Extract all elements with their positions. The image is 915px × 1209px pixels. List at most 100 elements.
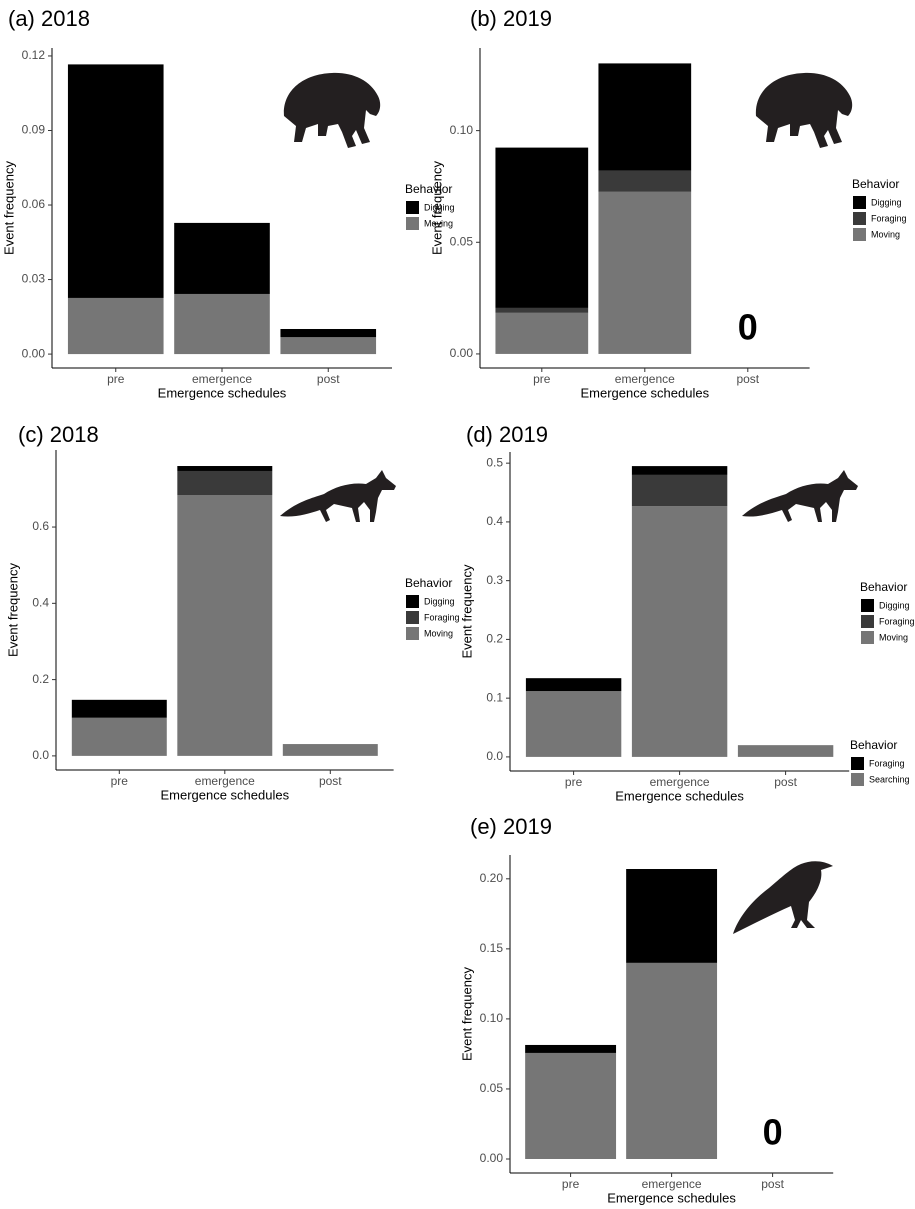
y-tick-label: 0.4 — [32, 595, 49, 609]
legend-key — [406, 611, 419, 624]
bar-segment — [72, 718, 167, 756]
y-tick-label: 0.05 — [480, 1081, 504, 1095]
y-tick-label: 0.2 — [486, 632, 503, 646]
y-tick-label: 0.4 — [486, 514, 503, 528]
x-axis-label: Emergence schedules — [580, 385, 709, 400]
annotation: 0 — [763, 1112, 783, 1153]
fox-icon — [742, 470, 858, 522]
y-tick-label: 0.12 — [22, 48, 46, 62]
y-tick-label: 0.05 — [450, 234, 474, 248]
bar-segment — [598, 171, 691, 192]
figure: (a) 20180.000.030.060.090.12preemergence… — [0, 0, 915, 1209]
bar-segment — [738, 745, 833, 757]
raven-icon — [733, 861, 833, 934]
x-tick-label: pre — [111, 774, 129, 788]
bar-segment — [632, 466, 727, 475]
x-tick-label: emergence — [195, 774, 255, 788]
panel-title: (a) 2018 — [8, 6, 90, 31]
bar-segment — [68, 298, 164, 354]
bar-segment — [280, 337, 376, 354]
x-axis-label: Emergence schedules — [607, 1190, 736, 1205]
x-tick-label: pre — [565, 775, 583, 789]
legend-key — [861, 615, 874, 628]
y-tick-label: 0.0 — [32, 748, 49, 762]
panel-title: (c) 2018 — [18, 422, 99, 447]
legend-label: Foraging — [424, 612, 460, 622]
y-tick-label: 0.2 — [32, 672, 49, 686]
legend-key — [853, 196, 866, 209]
y-axis-label: Event frequency — [429, 161, 444, 255]
legend-label: Moving — [879, 632, 908, 642]
bar-segment — [632, 475, 727, 506]
legend-label: Digging — [424, 596, 455, 606]
x-tick-label: pre — [107, 372, 125, 386]
x-axis-label: Emergence schedules — [615, 788, 744, 803]
x-tick-label: pre — [533, 372, 551, 386]
y-tick-label: 0.06 — [22, 197, 46, 211]
bar-segment — [177, 466, 272, 471]
y-tick-label: 0.0 — [486, 749, 503, 763]
y-tick-label: 0.00 — [480, 1151, 504, 1165]
bar-segment — [174, 223, 270, 294]
x-tick-label: emergence — [615, 372, 675, 386]
bar-segment — [495, 148, 588, 308]
legend-label: Moving — [424, 628, 453, 638]
bar-segment — [626, 869, 717, 963]
x-axis-label: Emergence schedules — [160, 787, 289, 802]
x-tick-label: pre — [562, 1177, 580, 1191]
bear-icon — [284, 73, 380, 148]
legend-key — [853, 212, 866, 225]
x-tick-label: emergence — [650, 775, 710, 789]
bar-segment — [495, 308, 588, 313]
y-tick-label: 0.6 — [32, 519, 49, 533]
bar-segment — [526, 691, 621, 757]
legend-label: Digging — [871, 197, 902, 207]
legend-key — [851, 757, 864, 770]
panel-title: (b) 2019 — [470, 6, 552, 31]
panel-title: (d) 2019 — [466, 422, 548, 447]
bar-segment — [177, 495, 272, 756]
legend-key — [853, 228, 866, 241]
y-tick-label: 0.10 — [450, 123, 474, 137]
fox-icon — [280, 470, 396, 522]
legend-key — [406, 627, 419, 640]
legend-key — [861, 631, 874, 644]
y-tick-label: 0.00 — [22, 346, 46, 360]
y-tick-label: 0.03 — [22, 272, 46, 286]
bar-segment — [68, 64, 164, 298]
panel-title: (e) 2019 — [470, 814, 552, 839]
bar-segment — [526, 678, 621, 691]
x-tick-label: emergence — [192, 372, 252, 386]
legend-title: Behavior — [405, 576, 452, 590]
x-tick-label: emergence — [642, 1177, 702, 1191]
legend-label: Foraging — [871, 213, 907, 223]
bar-segment — [598, 192, 691, 354]
bar-segment — [632, 506, 727, 757]
y-axis-label: Event frequency — [5, 563, 20, 657]
bar-segment — [495, 313, 588, 354]
bar-segment — [280, 329, 376, 337]
x-tick-label: post — [319, 774, 342, 788]
bar-segment — [72, 700, 167, 718]
bar-segment — [283, 744, 378, 756]
x-tick-label: post — [317, 372, 340, 386]
x-tick-label: post — [761, 1177, 784, 1191]
y-tick-label: 0.1 — [486, 690, 503, 704]
legend-key — [861, 599, 874, 612]
legend-key — [851, 773, 864, 786]
legend-label: Searching — [869, 774, 910, 784]
legend-key — [406, 201, 419, 214]
legend-key — [406, 595, 419, 608]
y-tick-label: 0.5 — [486, 455, 503, 469]
y-axis-label: Event frequency — [1, 161, 16, 255]
x-axis-label: Emergence schedules — [158, 385, 287, 400]
legend-title: Behavior — [852, 177, 899, 191]
y-axis-label: Event frequency — [459, 564, 474, 658]
legend-label: Foraging — [869, 758, 905, 768]
legend-key — [406, 217, 419, 230]
bar-segment — [525, 1053, 616, 1159]
legend-label: Digging — [879, 600, 910, 610]
x-tick-label: post — [736, 372, 759, 386]
bar-segment — [174, 294, 270, 354]
y-tick-label: 0.00 — [450, 346, 474, 360]
